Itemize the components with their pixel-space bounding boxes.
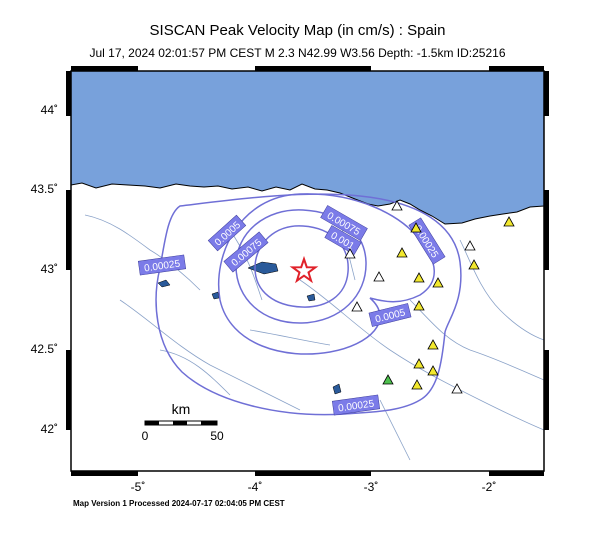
scale-bar-unit: km bbox=[172, 401, 191, 417]
contour-label-text: 0.00025 bbox=[338, 398, 376, 414]
lat-tick-44: 44˚ bbox=[40, 103, 58, 117]
seismic-stations bbox=[344, 200, 515, 394]
station-triangle-yellow bbox=[413, 272, 425, 283]
station-triangle-yellow bbox=[427, 365, 439, 376]
station-triangle-yellow bbox=[411, 379, 423, 390]
contour-0-00075 bbox=[235, 209, 367, 324]
map-title: SISCAN Peak Velocity Map (in cm/s) : Spa… bbox=[149, 22, 446, 39]
station-triangle-white bbox=[351, 301, 363, 312]
station-triangle-yellow bbox=[413, 358, 425, 369]
scale-bar-start: 0 bbox=[142, 429, 149, 443]
station-triangle-white bbox=[451, 383, 463, 394]
lat-tick-43: 43˚ bbox=[40, 262, 58, 276]
station-triangle-yellow bbox=[468, 259, 480, 270]
station-triangle-white bbox=[373, 271, 385, 282]
scale-bar bbox=[144, 420, 218, 426]
contour-label-text: 0.00025 bbox=[144, 258, 182, 274]
rivers bbox=[84, 214, 544, 461]
lat-tick-43-5: 43.5˚ bbox=[30, 182, 58, 196]
station-triangle-yellow bbox=[410, 222, 422, 233]
contour-0-00025 bbox=[155, 193, 462, 416]
station-triangle-yellow bbox=[396, 247, 408, 258]
contour-label: 0.00025 bbox=[331, 394, 381, 416]
epicenter-star-icon bbox=[289, 255, 319, 284]
sea-area bbox=[71, 71, 544, 225]
scale-bar-end: 50 bbox=[210, 429, 224, 443]
lat-tick-42: 42˚ bbox=[40, 422, 58, 436]
lon-tick-minus-2: -2˚ bbox=[481, 480, 497, 494]
map-footer: Map Version 1 Processed 2024-07-17 02:04… bbox=[73, 499, 285, 508]
station-triangle-green bbox=[382, 374, 394, 385]
map-frame-ticks bbox=[66, 66, 549, 476]
lon-tick-minus-5: -5˚ bbox=[130, 480, 146, 494]
station-triangle-white bbox=[391, 200, 403, 211]
station-triangle-yellow bbox=[432, 277, 444, 288]
lon-tick-minus-3: -3˚ bbox=[363, 480, 379, 494]
station-triangle-yellow bbox=[503, 216, 515, 227]
station-triangle-yellow bbox=[427, 339, 439, 350]
station-triangle-yellow bbox=[413, 300, 425, 311]
contour-label: 0.00025 bbox=[137, 254, 187, 276]
lat-tick-42-5: 42.5˚ bbox=[30, 342, 58, 356]
station-triangle-white bbox=[344, 248, 356, 259]
lon-tick-minus-4: -4˚ bbox=[247, 480, 263, 494]
event-info: Jul 17, 2024 02:01:57 PM CEST M 2.3 N42.… bbox=[89, 46, 506, 60]
station-triangle-white bbox=[464, 240, 476, 251]
